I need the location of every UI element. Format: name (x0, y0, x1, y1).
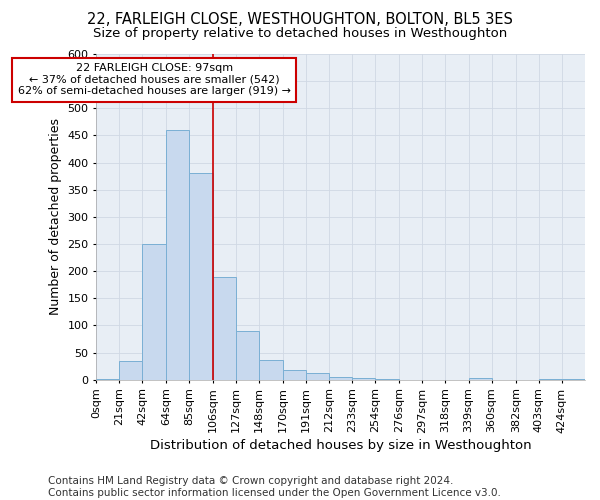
Bar (329, 376, 352, 380)
Bar (212, 276, 236, 380)
X-axis label: Distribution of detached houses by size in Westhoughton: Distribution of detached houses by size … (150, 440, 532, 452)
Text: 22 FARLEIGH CLOSE: 97sqm
← 37% of detached houses are smaller (542)
62% of semi-: 22 FARLEIGH CLOSE: 97sqm ← 37% of detach… (18, 63, 291, 96)
Bar (236, 331, 259, 380)
Bar (259, 360, 283, 380)
Text: Size of property relative to detached houses in Westhoughton: Size of property relative to detached ho… (93, 28, 507, 40)
Bar (190, 174, 212, 380)
Bar (469, 378, 491, 380)
Bar (166, 130, 190, 380)
Bar (539, 379, 562, 380)
Y-axis label: Number of detached properties: Number of detached properties (49, 118, 62, 316)
Bar (119, 361, 142, 380)
Bar (96, 378, 119, 380)
Text: 22, FARLEIGH CLOSE, WESTHOUGHTON, BOLTON, BL5 3ES: 22, FARLEIGH CLOSE, WESTHOUGHTON, BOLTON… (87, 12, 513, 28)
Bar (142, 244, 166, 380)
Bar (352, 378, 375, 380)
Bar (562, 378, 585, 380)
Bar (375, 378, 400, 380)
Text: Contains HM Land Registry data © Crown copyright and database right 2024.
Contai: Contains HM Land Registry data © Crown c… (48, 476, 501, 498)
Bar (283, 370, 306, 380)
Bar (306, 374, 329, 380)
